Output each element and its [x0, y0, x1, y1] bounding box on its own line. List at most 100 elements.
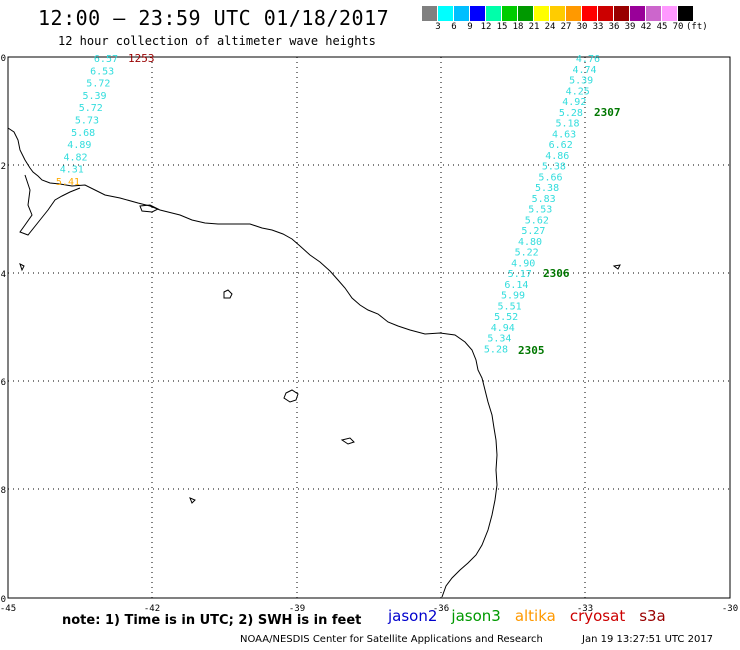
x-tick-label: -45	[0, 604, 16, 614]
y-tick-label: -6	[0, 378, 6, 388]
swh-value: 4.25	[566, 86, 590, 97]
island-4	[139, 204, 160, 213]
x-tick-label: -39	[289, 604, 305, 614]
swh-value: 4.74	[572, 65, 596, 76]
legend-swatch	[438, 6, 454, 21]
x-tick-label: -36	[433, 604, 449, 614]
island-1	[223, 289, 233, 299]
swh-value: 5.83	[532, 194, 556, 205]
legend-label: 24	[544, 22, 556, 32]
altimeter-tracks: 6.576.535.725.395.725.735.684.894.824.31…	[56, 52, 621, 357]
legend-label: 15	[496, 22, 508, 32]
swh-value: 5.28	[484, 344, 508, 355]
swh-value: 4.90	[511, 258, 535, 269]
legend-swatch	[422, 6, 438, 21]
swh-value: 6.62	[549, 140, 573, 151]
legend-label: 45	[656, 22, 668, 32]
color-legend-labels: 3 6 9 12 15 18 21 24 27 30 33 36 39 42 45 70 (ft)	[430, 22, 708, 32]
footer-note: note: 1) Time is in UTC; 2) SWH is in fe…	[62, 613, 362, 628]
swh-value: 5.38	[542, 162, 566, 173]
swh-value: 5.66	[538, 172, 562, 183]
swh-value: 6.53	[90, 66, 114, 77]
color-legend	[422, 6, 694, 21]
y-tick-label: -2	[0, 162, 6, 172]
y-tick-label: 0	[1, 54, 6, 64]
time-label: 1253	[128, 52, 155, 65]
map-gridlines	[8, 57, 730, 598]
satellite-label: cryosat	[569, 607, 626, 625]
swh-value: 5.52	[494, 312, 518, 323]
time-label: 2306	[543, 267, 570, 280]
swh-value: 4.80	[518, 237, 542, 248]
legend-swatch	[662, 6, 678, 21]
swh-value: 4.76	[576, 54, 600, 65]
swh-value: 5.28	[559, 108, 583, 119]
x-tick-label: -42	[144, 604, 160, 614]
legend-label: 70	[672, 22, 684, 32]
swh-value: 4.82	[64, 152, 88, 163]
swh-value: 5.27	[521, 226, 545, 237]
y-tick-label: -10	[0, 595, 6, 605]
swh-value: 5.39	[569, 76, 593, 87]
legend-label: 39	[624, 22, 636, 32]
swh-value: 4.94	[491, 323, 515, 334]
legend-swatch	[470, 6, 486, 21]
map-subtitle: 12 hour collection of altimeter wave hei…	[58, 34, 376, 48]
swh-value: 5.39	[83, 91, 107, 102]
legend-label: 42	[640, 22, 652, 32]
island-6	[612, 264, 621, 270]
island-3	[340, 437, 355, 445]
x-tick-label: -33	[577, 604, 593, 614]
legend-swatch	[454, 6, 470, 21]
island-7	[189, 497, 196, 504]
swh-value: 5.53	[528, 205, 552, 216]
swh-value: 5.17	[508, 269, 532, 280]
legend-swatch	[598, 6, 614, 21]
credit-timestamp: Jan 19 13:27:51 UTC 2017	[582, 634, 714, 645]
swh-value: 5.34	[487, 334, 511, 345]
legend-swatch	[534, 6, 550, 21]
time-label: 2307	[594, 106, 621, 119]
legend-label: 21	[528, 22, 540, 32]
legend-label: 30	[576, 22, 588, 32]
legend-label: 9	[467, 22, 473, 32]
legend-label: 12	[480, 22, 492, 32]
swh-value: 5.41	[56, 177, 80, 188]
legend-label: 27	[560, 22, 572, 32]
swh-value: 5.18	[555, 119, 579, 130]
legend-label: (ft)	[686, 22, 708, 32]
swh-value: 5.62	[525, 215, 549, 226]
satellite-label: jason2	[388, 607, 438, 625]
satellite-label: altika	[514, 607, 556, 625]
swh-value: 5.68	[71, 128, 95, 139]
legend-swatch	[502, 6, 518, 21]
legend-swatch	[678, 6, 694, 21]
legend-label: 36	[608, 22, 620, 32]
legend-swatch	[614, 6, 630, 21]
swh-value: 5.51	[498, 301, 522, 312]
swh-value: 5.72	[79, 103, 103, 114]
swh-value: 4.31	[60, 165, 84, 176]
swh-value: 4.92	[562, 97, 586, 108]
y-tick-label: -4	[0, 270, 6, 280]
credit-text: NOAA/NESDIS Center for Satellite Applica…	[240, 634, 543, 645]
legend-swatch	[630, 6, 646, 21]
swh-value: 5.73	[75, 116, 99, 127]
swh-value: 4.86	[545, 151, 569, 162]
legend-swatch	[566, 6, 582, 21]
coastline	[7, 127, 498, 598]
swh-value: 5.99	[501, 291, 525, 302]
satellite-legend: jason2 jason3 altika cryosat s3a	[388, 607, 680, 625]
legend-label: 33	[592, 22, 604, 32]
satellite-label: jason3	[451, 607, 501, 625]
swh-value: 6.57	[94, 54, 118, 65]
map-title: 12:00 – 23:59 UTC 01/18/2017	[38, 6, 390, 30]
y-tick-label: -8	[0, 486, 6, 496]
axis-labels: 0 -2 -4 -6 -8 -10-45 -42 -39 -36 -33 -30	[0, 54, 738, 614]
satellite-label: s3a	[639, 607, 666, 625]
swh-value: 5.22	[515, 248, 539, 259]
swh-value: 5.72	[86, 79, 110, 90]
swh-value: 4.63	[552, 129, 576, 140]
legend-swatch	[582, 6, 598, 21]
